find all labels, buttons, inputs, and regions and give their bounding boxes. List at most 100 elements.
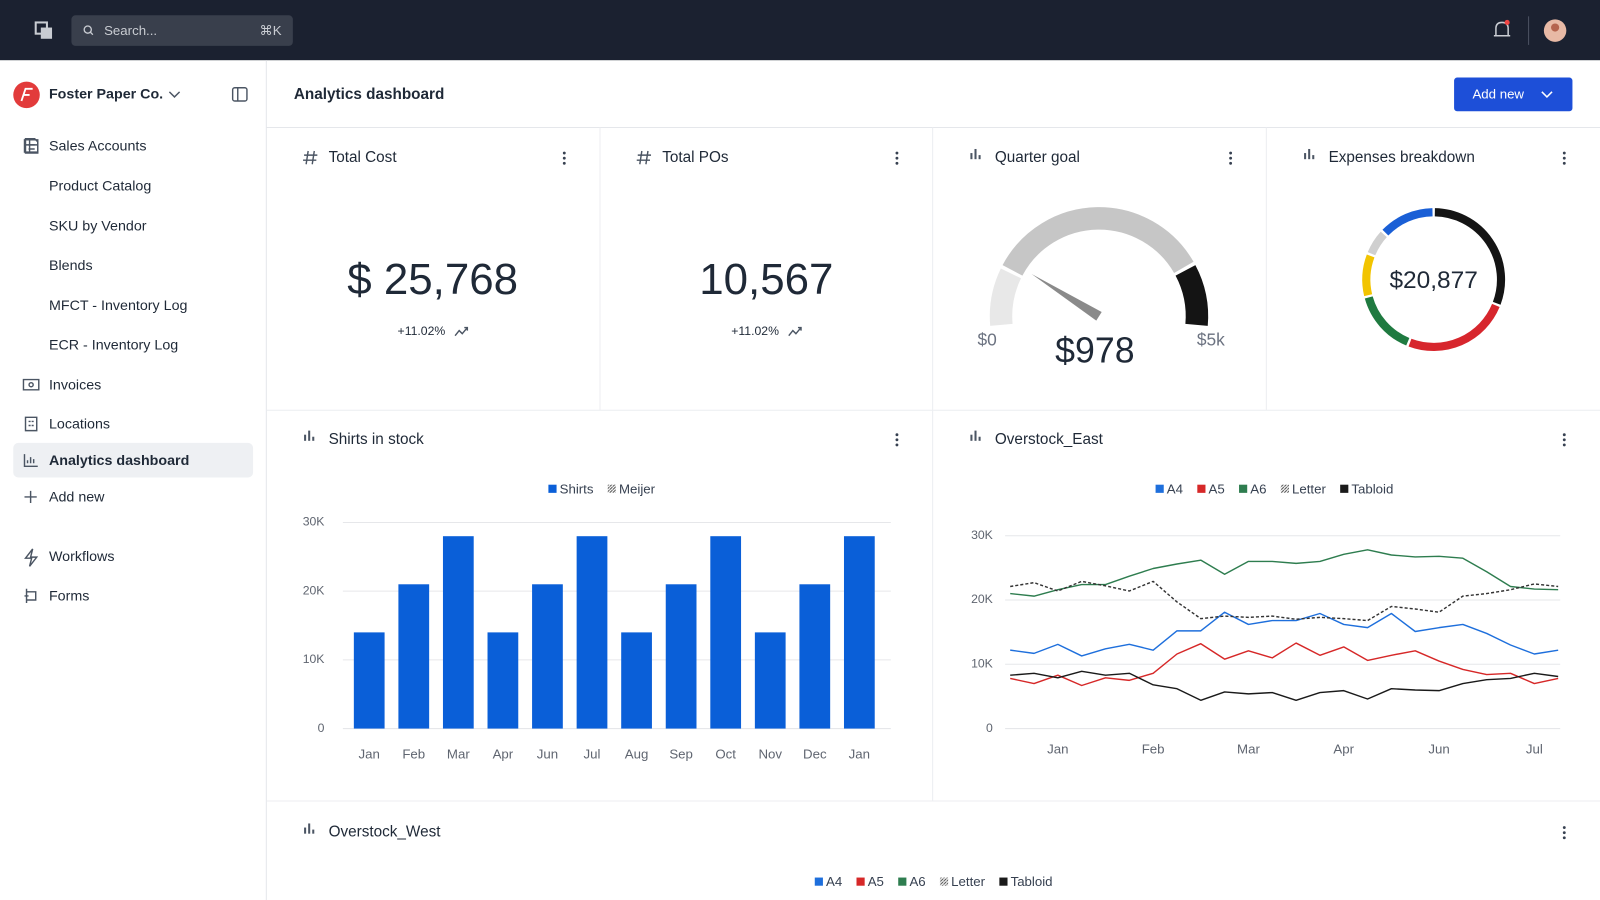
search-shortcut: ⌘K <box>260 23 282 38</box>
legend-swatch <box>939 877 949 886</box>
more-menu[interactable] <box>1562 826 1566 840</box>
nav-icon <box>24 490 37 504</box>
chart-icon-bar <box>1308 148 1311 160</box>
add-new-button[interactable]: Add new <box>1454 77 1573 112</box>
notifications[interactable] <box>1493 19 1511 37</box>
legend-label: A5 <box>868 874 884 889</box>
collapse-sidebar[interactable] <box>231 87 248 102</box>
gauge-tick-label: $5k <box>1197 329 1225 349</box>
bar <box>576 536 608 729</box>
legend-item: Tabloid <box>1340 481 1393 496</box>
kpi-value: $ 25,768 <box>347 255 518 304</box>
x-tick-label: Dec <box>803 747 827 762</box>
chart-icon-bar <box>304 434 307 441</box>
legend-swatch <box>1340 484 1349 493</box>
more-menu[interactable] <box>1562 433 1566 447</box>
menu-dot <box>1562 156 1566 160</box>
nav-item[interactable]: Blends <box>49 258 93 274</box>
kpi-value: 10,567 <box>699 255 833 304</box>
page-title: Analytics dashboard <box>294 86 444 103</box>
chevron <box>168 91 181 98</box>
x-tick-label: Jul <box>584 747 601 762</box>
legend-label: A6 <box>1250 481 1266 496</box>
bell-icon <box>1495 21 1509 37</box>
nav-item[interactable]: Product Catalog <box>24 138 152 195</box>
x-tick-label: Jun <box>537 747 558 762</box>
legend-label: Letter <box>1292 481 1326 496</box>
org-switcher[interactable]: Foster Paper Co. <box>13 81 181 109</box>
nav-label: Forms <box>49 589 89 605</box>
chart-icon-bar <box>978 155 981 160</box>
chart-icon-bar <box>1312 155 1315 160</box>
legend-item: A4 <box>1155 481 1183 496</box>
bar <box>754 632 786 729</box>
more-menu[interactable] <box>562 151 566 165</box>
search-box[interactable]: Search... ⌘K <box>71 15 293 46</box>
chart-title: Shirts in stock <box>329 431 425 448</box>
legend: A4 A5 A6 Letter Tabloid <box>814 874 1053 889</box>
nav-icon <box>24 548 39 567</box>
hash-lines <box>303 150 318 165</box>
chart-icon <box>304 823 315 834</box>
nav-item[interactable]: MFCT - Inventory Log <box>49 298 188 314</box>
legend-label: Meijer <box>619 481 656 496</box>
y-tick-label: 0 <box>318 721 325 735</box>
nav-item[interactable]: Analytics dashboard <box>13 442 254 478</box>
kpi-change: +11.02% <box>398 324 446 338</box>
legend-label: Tabloid <box>1011 874 1053 889</box>
chart-icon-bar <box>974 148 977 160</box>
legend-label: A6 <box>909 874 925 889</box>
bar <box>398 584 430 729</box>
chart-icon <box>304 430 315 441</box>
line-series <box>1010 670 1559 701</box>
menu-dot <box>1562 443 1566 447</box>
legend-label: A4 <box>1167 481 1183 496</box>
search-icon <box>83 25 92 34</box>
menu-dot <box>1229 156 1233 160</box>
more-menu[interactable] <box>1229 151 1233 165</box>
nav-item[interactable]: Locations <box>24 416 111 432</box>
gauge: $0 $5k $978 <box>978 207 1225 370</box>
menu-dot <box>562 161 566 165</box>
nav-label: MFCT - Inventory Log <box>49 298 188 314</box>
menu-dot <box>562 156 566 160</box>
y-tick-label: 20K <box>971 592 994 606</box>
more-menu[interactable] <box>895 151 899 165</box>
avatar[interactable] <box>1543 19 1567 42</box>
more-menu[interactable] <box>895 433 899 447</box>
legend-swatch <box>607 484 616 493</box>
donut-segment <box>1367 231 1387 256</box>
app-logo[interactable] <box>34 21 53 39</box>
chart-title: Overstock_West <box>329 824 442 841</box>
y-tick-label: 20K <box>303 583 326 597</box>
x-tick-label: Oct <box>715 747 736 762</box>
chart-icon-bar <box>312 436 315 441</box>
nav-item[interactable]: Invoices <box>22 377 101 393</box>
nav-label: SKU by Vendor <box>49 218 147 234</box>
nav-item[interactable]: Sales Accounts <box>23 139 147 155</box>
chart-icon-bar <box>304 827 307 834</box>
chart-icon-bar <box>970 434 973 441</box>
gauge-band <box>1175 265 1209 326</box>
org-logo-mark <box>20 87 33 102</box>
x-tick-label: Apr <box>1333 742 1354 757</box>
more-menu[interactable] <box>1562 151 1566 165</box>
nav-item[interactable]: Add new <box>24 490 105 506</box>
y-tick-label: 10K <box>971 657 994 671</box>
chart-title: Overstock_East <box>995 431 1104 448</box>
nav-item[interactable]: Forms <box>24 589 89 605</box>
nav-item[interactable]: SKU by Vendor <box>49 218 147 234</box>
x-tick-label: Mar <box>447 747 470 762</box>
legend-swatch <box>856 877 865 886</box>
kpi-change: +11.02% <box>731 324 779 338</box>
hash-icon <box>636 150 652 165</box>
nav-icon <box>22 378 40 391</box>
button-chevron <box>1541 91 1553 99</box>
bar <box>353 632 385 729</box>
bar <box>532 584 563 729</box>
legend-item: Shirts <box>548 481 594 496</box>
menu-dot <box>562 151 566 155</box>
nav-item[interactable]: ECR - Inventory Log <box>49 338 178 354</box>
logo-square <box>40 27 53 39</box>
nav-item[interactable]: Workflows <box>24 548 115 567</box>
